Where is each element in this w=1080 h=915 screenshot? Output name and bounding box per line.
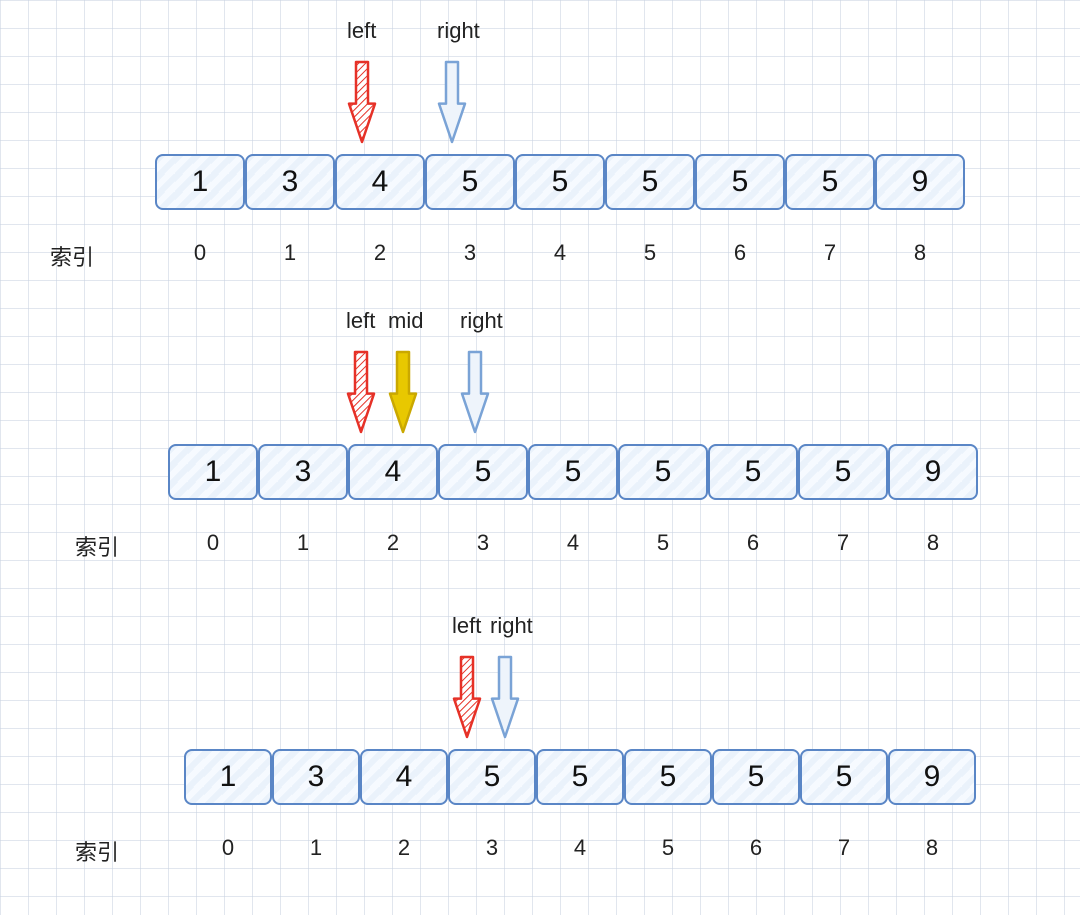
- left-pointer-label: left: [452, 613, 481, 639]
- array-index: 1: [272, 835, 360, 861]
- array-index: 3: [438, 530, 528, 556]
- array-index: 6: [708, 530, 798, 556]
- index-row-label: 索引: [75, 835, 119, 867]
- left-pointer-arrow: [452, 655, 482, 739]
- array-index: 5: [624, 835, 712, 861]
- left-pointer-label: left: [346, 308, 375, 334]
- right-pointer-label: right: [490, 613, 533, 639]
- array-cell: 5: [624, 749, 712, 805]
- array-cell: 5: [695, 154, 785, 210]
- array-cell: 5: [515, 154, 605, 210]
- array-index: 0: [168, 530, 258, 556]
- mid-pointer-label: mid: [388, 308, 423, 334]
- diagram-stage: 134555559索引012345678left right 134555559…: [0, 0, 1080, 915]
- array-cell: 5: [536, 749, 624, 805]
- index-row-label: 索引: [75, 530, 119, 562]
- array-cell: 5: [785, 154, 875, 210]
- array-cell: 5: [528, 444, 618, 500]
- array-cell: 9: [875, 154, 965, 210]
- array-index: 8: [888, 835, 976, 861]
- right-pointer-arrow: [437, 60, 467, 144]
- array-index: 0: [184, 835, 272, 861]
- index-row: 012345678: [155, 240, 965, 266]
- array-cell: 4: [348, 444, 438, 500]
- array-index: 7: [785, 240, 875, 266]
- array-cell: 4: [360, 749, 448, 805]
- array-cell: 5: [448, 749, 536, 805]
- array-cell: 1: [184, 749, 272, 805]
- array-cell: 4: [335, 154, 425, 210]
- array-index: 8: [875, 240, 965, 266]
- array-index: 6: [712, 835, 800, 861]
- array-row: 134555559: [168, 444, 978, 500]
- index-row: 012345678: [184, 835, 976, 861]
- array-cell: 9: [888, 749, 976, 805]
- array-index: 3: [425, 240, 515, 266]
- array-index: 3: [448, 835, 536, 861]
- step-2: 134555559索引012345678left right: [0, 595, 1080, 885]
- array-index: 2: [348, 530, 438, 556]
- array-cell: 3: [245, 154, 335, 210]
- left-pointer-label: left: [347, 18, 376, 44]
- array-index: 7: [800, 835, 888, 861]
- array-index: 2: [360, 835, 448, 861]
- array-row: 134555559: [155, 154, 965, 210]
- mid-pointer-arrow: [388, 350, 418, 434]
- array-index: 0: [155, 240, 245, 266]
- right-pointer-arrow: [460, 350, 490, 434]
- array-index: 4: [528, 530, 618, 556]
- right-pointer-arrow: [490, 655, 520, 739]
- array-index: 5: [605, 240, 695, 266]
- array-cell: 3: [272, 749, 360, 805]
- array-cell: 5: [618, 444, 708, 500]
- array-index: 7: [798, 530, 888, 556]
- array-index: 2: [335, 240, 425, 266]
- array-index: 1: [245, 240, 335, 266]
- array-cell: 1: [155, 154, 245, 210]
- array-cell: 5: [425, 154, 515, 210]
- right-pointer-label: right: [460, 308, 503, 334]
- array-cell: 5: [798, 444, 888, 500]
- array-cell: 1: [168, 444, 258, 500]
- right-pointer-label: right: [437, 18, 480, 44]
- array-cell: 5: [708, 444, 798, 500]
- array-index: 4: [536, 835, 624, 861]
- array-index: 1: [258, 530, 348, 556]
- array-index: 5: [618, 530, 708, 556]
- array-cell: 9: [888, 444, 978, 500]
- array-index: 4: [515, 240, 605, 266]
- array-row: 134555559: [184, 749, 976, 805]
- left-pointer-arrow: [347, 60, 377, 144]
- array-cell: 5: [438, 444, 528, 500]
- array-index: 6: [695, 240, 785, 266]
- index-row: 012345678: [168, 530, 978, 556]
- array-cell: 5: [712, 749, 800, 805]
- array-cell: 3: [258, 444, 348, 500]
- array-index: 8: [888, 530, 978, 556]
- step-1: 134555559索引012345678left mid right: [0, 290, 1080, 580]
- left-pointer-arrow: [346, 350, 376, 434]
- array-cell: 5: [605, 154, 695, 210]
- step-0: 134555559索引012345678left right: [0, 0, 1080, 290]
- array-cell: 5: [800, 749, 888, 805]
- index-row-label: 索引: [50, 240, 94, 272]
